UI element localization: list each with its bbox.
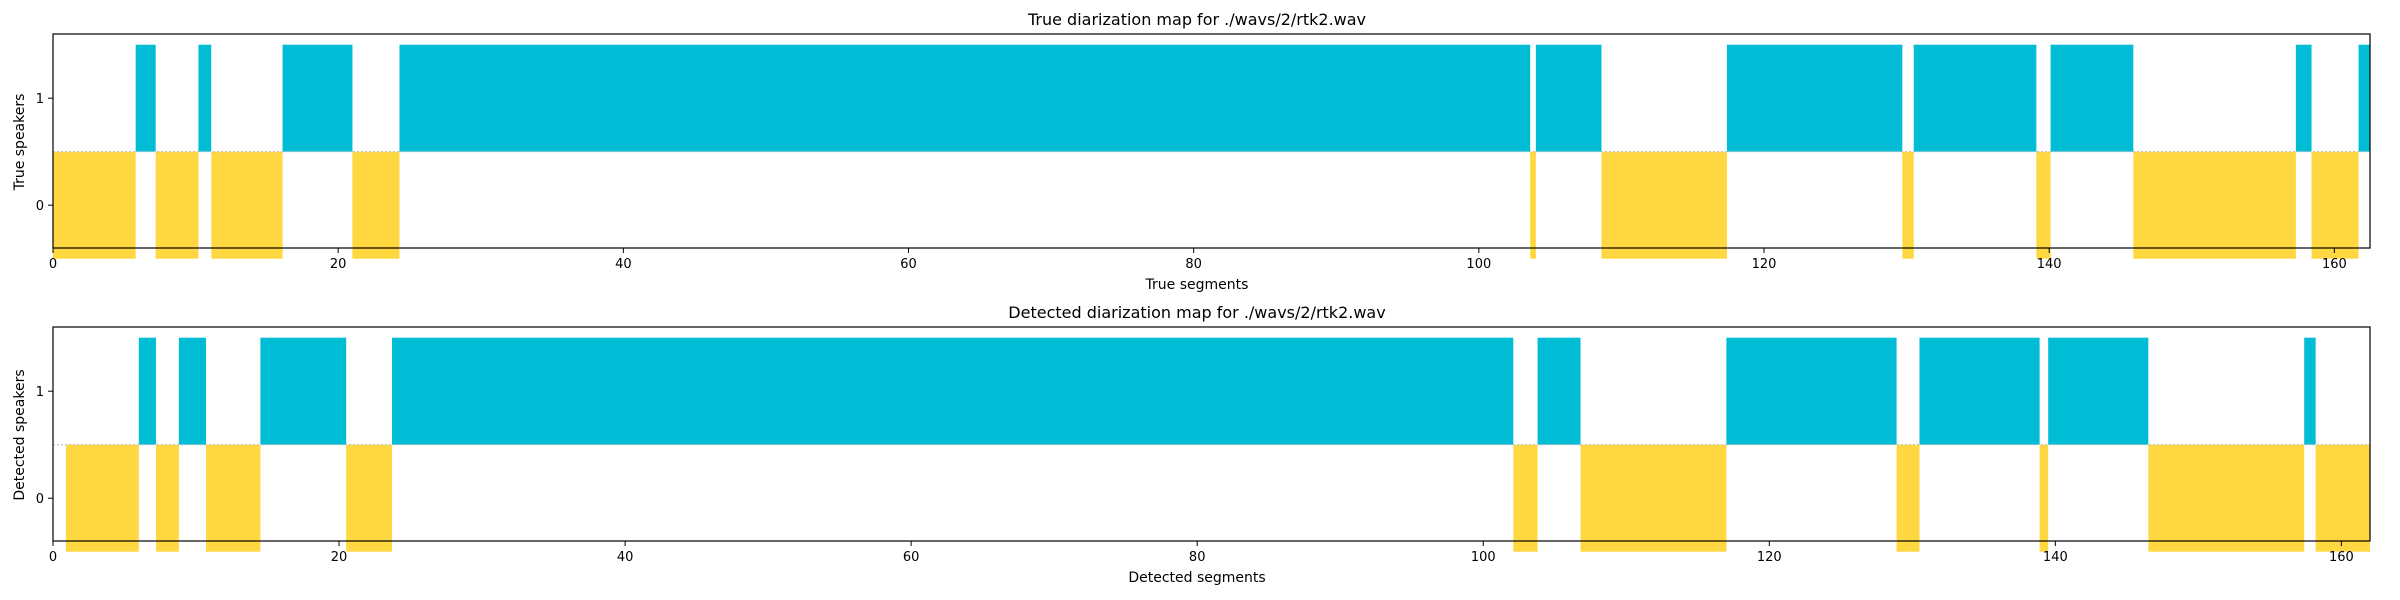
detected-map-y-tick-label: 0	[36, 492, 44, 507]
true-map-y-tick-label: 0	[36, 199, 44, 214]
true-map-speaker-0-segment-1	[53, 151, 136, 259]
detected-map-xlabel: Detected segments	[1128, 570, 1265, 586]
detected-map-speaker-1-segment-5	[1537, 337, 1581, 445]
detected-map-panel: Detected diarization map for ./wavs/2/rt…	[12, 303, 2371, 586]
true-map-speaker-0-segment-7	[1902, 151, 1914, 259]
true-map-x-tick-label: 80	[1185, 257, 1202, 272]
detected-map-x-tick-label: 160	[2329, 550, 2354, 565]
detected-map-x-tick-label: 0	[49, 550, 57, 565]
detected-map-speaker-0-segment-2	[155, 444, 179, 552]
detected-map-speaker-1-segment-6	[1726, 337, 1897, 445]
detected-map-speaker-1-segment-4	[391, 337, 1514, 445]
true-map-x-tick-label: 60	[900, 257, 917, 272]
true-map-speaker-1-segment-10	[2358, 44, 2370, 152]
true-map-speaker-0-segment-6	[1601, 151, 1727, 259]
true-map-title: True diarization map for ./wavs/2/rtk2.w…	[1027, 10, 1366, 29]
detected-map-axes-frame	[52, 326, 2371, 542]
detected-map-ylabel: Detected speakers	[12, 369, 28, 500]
true-map-speaker-1-segment-2	[198, 44, 212, 152]
true-map-x-tick-label: 40	[615, 257, 632, 272]
true-map-speaker-1-segment-6	[1726, 44, 1903, 152]
true-map-xlabel: True segments	[1145, 277, 1249, 293]
true-map-speaker-0-segment-3	[211, 151, 283, 259]
detected-map-speaker-1-segment-9	[2304, 337, 2316, 445]
true-map-speaker-1-segment-9	[2295, 44, 2312, 152]
true-map-x-tick-label: 140	[2037, 257, 2062, 272]
detected-map-speaker-0-segment-10	[2315, 444, 2370, 552]
detected-map-speaker-1-segment-7	[1919, 337, 2040, 445]
true-map-speaker-0-segment-9	[2133, 151, 2296, 259]
true-map-speaker-1-segment-8	[2050, 44, 2134, 152]
detected-map-speaker-1-segment-1	[138, 337, 156, 445]
true-map-speaker-1-segment-5	[1535, 44, 1602, 152]
true-map-speaker-1-segment-1	[135, 44, 156, 152]
true-map-x-tick-label: 120	[1752, 257, 1777, 272]
true-map-speaker-0-segment-10	[2311, 151, 2359, 259]
detected-map-speaker-1-segment-8	[2048, 337, 2149, 445]
detected-map-x-tick-label: 80	[1189, 550, 1206, 565]
true-map-x-tick-label: 160	[2322, 257, 2347, 272]
true-map-speaker-1-segment-4	[399, 44, 1531, 152]
detected-map-speaker-0-segment-7	[1896, 444, 1920, 552]
detected-map-speaker-1-segment-2	[178, 337, 207, 445]
true-map-ylabel: True speakers	[12, 94, 28, 192]
true-map-x-tick-label: 100	[1466, 257, 1491, 272]
detected-map-x-tick-label: 140	[2043, 550, 2068, 565]
true-map-axes-frame	[52, 33, 2371, 249]
true-map-speaker-1-segment-7	[1913, 44, 2037, 152]
detected-map-speaker-0-segment-4	[346, 444, 392, 552]
detected-map-x-tick-label: 20	[331, 550, 348, 565]
detected-map-plot-area: 0 20 40 60 80 100 120 140 160 0 1	[36, 326, 2371, 565]
true-map-x-tick-label: 20	[330, 257, 347, 272]
detected-map-speaker-0-segment-9	[2148, 444, 2305, 552]
true-map-y-tick-label: 1	[36, 92, 44, 107]
true-map-x-tick-label: 0	[49, 257, 57, 272]
true-map-speaker-0-segment-4	[352, 151, 400, 259]
true-map-panel: True diarization map for ./wavs/2/rtk2.w…	[12, 10, 2371, 293]
detected-map-speaker-0-segment-8	[2039, 444, 2049, 552]
detected-map-speaker-0-segment-5	[1513, 444, 1538, 552]
true-map-speaker-0-segment-8	[2036, 151, 2051, 259]
detected-map-speaker-0-segment-6	[1580, 444, 1727, 552]
true-map-plot-area: 0 20 40 60 80 100 120 140 160 0 1	[36, 33, 2371, 272]
detected-map-speaker-0-segment-3	[206, 444, 261, 552]
true-map-speaker-0-segment-2	[155, 151, 199, 259]
detected-map-y-tick-label: 1	[36, 385, 44, 400]
detected-map-title: Detected diarization map for ./wavs/2/rt…	[1008, 303, 1385, 322]
detected-map-x-tick-label: 100	[1471, 550, 1496, 565]
true-map-speaker-0-segment-5	[1530, 151, 1536, 259]
detected-map-x-tick-label: 40	[617, 550, 634, 565]
true-map-speaker-1-segment-3	[282, 44, 353, 152]
detected-map-speaker-0-segment-1	[65, 444, 139, 552]
detected-map-x-tick-label: 60	[903, 550, 920, 565]
detected-map-x-tick-label: 120	[1757, 550, 1782, 565]
detected-map-speaker-1-segment-3	[260, 337, 347, 445]
